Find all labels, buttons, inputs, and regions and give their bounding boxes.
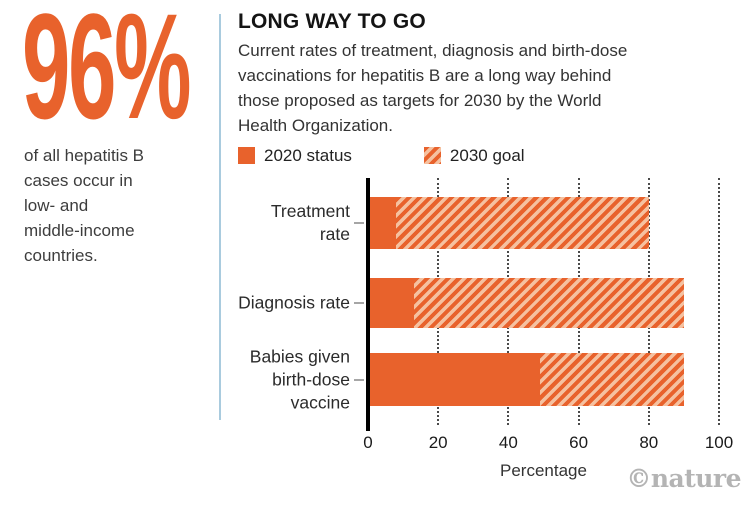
stat-panel: 96% of all hepatitis B cases occur in lo…: [22, 0, 212, 265]
plot-area: [366, 178, 720, 431]
bar-2030-goal-segment: [396, 197, 649, 249]
bar-2030-goal-segment: [413, 278, 684, 328]
legend-item: 2030 goal: [423, 145, 525, 166]
bar-chart: Treatment rate Diagnosis rate Babies given…: [238, 178, 746, 480]
category-tick: [354, 222, 364, 224]
x-tick-label: 20: [428, 433, 448, 452]
category-label: Babies given birth-dose vaccine: [249, 346, 350, 412]
y-axis-line: [366, 178, 370, 431]
chart-subtitle: Current rates of treatment, diagnosis an…: [238, 41, 628, 135]
x-tick-label: 40: [498, 433, 518, 452]
chart-panel: LONG WAY TO GO Current rates of treatmen…: [238, 8, 746, 480]
stat-description: of all hepatitis B cases occur in low- a…: [24, 146, 145, 265]
gridline: [718, 178, 720, 425]
x-tick-label: 60: [569, 433, 589, 452]
legend-swatch-hatched: [423, 147, 441, 164]
legend-label: 2030 goal: [449, 145, 525, 165]
category-label: Treatment rate: [270, 201, 350, 244]
bar-row: [368, 197, 719, 249]
stat-value: 96%: [22, 0, 191, 150]
vertical-divider: [219, 14, 221, 420]
bar-2020-status-segment: [368, 278, 414, 328]
category-axis: Treatment rate Diagnosis rate Babies given…: [238, 178, 366, 425]
x-axis-label: Percentage: [500, 461, 587, 480]
chart-title: LONG WAY TO GO: [238, 10, 426, 33]
chart-legend: 2020 status 2030 goal: [238, 145, 746, 166]
nature-watermark: ©nature: [626, 464, 741, 493]
category-tick: [354, 302, 364, 304]
bar-2020-status-segment: [368, 353, 540, 406]
bar-2030-goal-segment: [539, 353, 684, 406]
x-tick-label: 0: [363, 433, 373, 452]
legend-item: 2020 status: [238, 146, 352, 166]
bar-row: [368, 278, 719, 328]
bar-2020-status-segment: [368, 197, 397, 249]
x-axis-ticks: 0 20 40 60 80 100: [363, 433, 733, 455]
category-tick: [354, 378, 364, 381]
legend-swatch-solid: [238, 147, 255, 164]
x-tick-label: 80: [639, 433, 659, 452]
legend-label: 2020 status: [264, 145, 352, 165]
x-tick-label: 100: [704, 433, 734, 452]
bar-row: [368, 353, 719, 406]
category-label: Diagnosis rate: [238, 292, 350, 313]
